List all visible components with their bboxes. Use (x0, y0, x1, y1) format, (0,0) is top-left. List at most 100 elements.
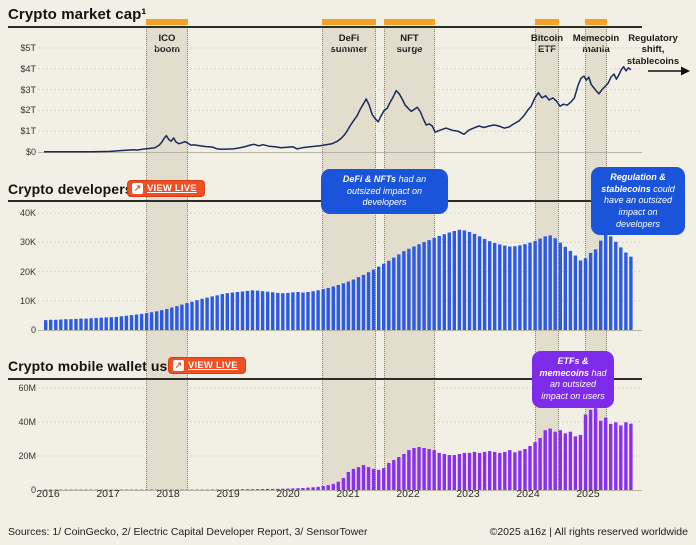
wallet-users-bar (371, 468, 376, 490)
developers-bar (255, 290, 260, 330)
wallet-users-bar (629, 423, 633, 490)
developers-bar (215, 295, 219, 330)
y-axis-tick-label: $4T (20, 63, 36, 74)
wallet-users-bar (518, 450, 522, 490)
developers-bar (377, 266, 381, 330)
developers-bar (523, 244, 527, 330)
developers-bar (190, 301, 194, 330)
developers-bar (568, 250, 573, 330)
developers-bar (422, 242, 426, 330)
developers-bar (321, 289, 325, 330)
developers-bar (149, 312, 154, 330)
x-axis-year-label: 2016 (36, 488, 60, 500)
developers-bar (548, 235, 552, 330)
developers-bar (427, 240, 431, 330)
developers-bar (301, 292, 305, 330)
wallet-users-bar (341, 478, 346, 490)
wallet-users-bar (508, 450, 512, 490)
developers-bar (144, 313, 149, 330)
wallet-users-bar (543, 430, 547, 490)
callout-defi-nfts: DeFi & NFTs had an outsized impact on de… (321, 169, 448, 215)
developers-bar (89, 318, 93, 330)
developers-bar (326, 288, 330, 330)
developers-bar (371, 269, 376, 330)
wallet-users-bar (553, 431, 557, 490)
right-arrow-icon (648, 66, 690, 76)
wallet-users-bar (321, 486, 325, 490)
wallet-users-bar (326, 485, 330, 490)
developers-bar (245, 290, 250, 330)
developers-bar (59, 319, 63, 330)
wallet-users-bar (266, 488, 270, 490)
developers-bar (69, 319, 73, 330)
developers-bar (599, 240, 603, 330)
callout-bold-text: DeFi & NFTs (342, 174, 397, 184)
y-axis-tick-label: $3T (20, 84, 36, 95)
y-axis-tick-label: 40K (19, 208, 36, 219)
wallet-users-bar (583, 414, 588, 490)
wallet-users-bar (528, 446, 532, 490)
developers-bar (336, 285, 340, 330)
wallet-users-bar (432, 450, 436, 490)
developers-bar (306, 292, 310, 330)
developers-bar (341, 283, 346, 330)
developers-bar (276, 292, 280, 330)
era-band-defi-summer: DeFi summer (322, 19, 376, 490)
wallet-users-bar (447, 455, 451, 490)
developers-bar (402, 251, 406, 330)
wallet-users-bar (457, 454, 462, 490)
y-axis-tick-label: 60M (18, 383, 36, 393)
wallet-users-bar (397, 457, 401, 490)
era-label: ICO boom (154, 33, 180, 56)
developers-bar (79, 318, 83, 330)
developers-bar (407, 248, 411, 330)
wallet-users-bar (392, 460, 396, 490)
developers-bar (281, 293, 285, 330)
wallet-users-bar (311, 487, 315, 490)
wallet-users-bar (462, 452, 467, 490)
developers-bar (331, 286, 335, 330)
developers-bar (129, 315, 134, 330)
era-tick-icon (322, 19, 376, 25)
y-axis-tick-label: $1T (20, 126, 36, 137)
view-live-wallets-button[interactable]: ↗ VIEW LIVE (168, 357, 246, 374)
developers-bar (99, 317, 103, 330)
developers-bar (412, 246, 416, 330)
developers-bar (462, 230, 467, 330)
developers-bar (442, 234, 446, 330)
wallet-users-bar (503, 451, 507, 490)
developers-bar (604, 232, 608, 330)
developers-bar (538, 238, 542, 330)
wallet-users-bar (614, 422, 618, 490)
developers-bar (583, 258, 588, 330)
developers-bar (392, 257, 396, 330)
developers-bar (271, 292, 275, 330)
developers-bar (553, 238, 557, 330)
wallet-users-bar (412, 448, 416, 490)
wallet-users-bar (593, 408, 598, 490)
developers-bar (472, 233, 477, 330)
y-axis-tick-label: 30K (19, 237, 36, 248)
developers-bar (54, 319, 58, 330)
wallet-users-bar (387, 463, 391, 490)
developers-bar (185, 303, 189, 330)
callout-bold-text: ETFs & memecoins (539, 356, 589, 378)
wallet-users-bar (437, 452, 441, 490)
wallet-users-bar (578, 434, 583, 490)
wallet-users-bar (245, 489, 250, 490)
external-link-icon: ↗ (132, 183, 143, 194)
view-live-label: VIEW LIVE (147, 183, 197, 194)
developers-bar (356, 277, 361, 330)
view-live-label: VIEW LIVE (188, 360, 238, 371)
developers-bar (225, 293, 229, 330)
developers-bar (114, 316, 118, 330)
x-axis-year-label: 2020 (276, 488, 300, 500)
developers-bar (543, 236, 547, 330)
wallet-users-bar (306, 487, 310, 490)
developers-bar (366, 272, 371, 330)
view-live-developers-button[interactable]: ↗ VIEW LIVE (127, 180, 205, 197)
wallet-users-bar (402, 454, 406, 490)
developers-bar (286, 292, 290, 330)
developers-bar (230, 292, 235, 330)
